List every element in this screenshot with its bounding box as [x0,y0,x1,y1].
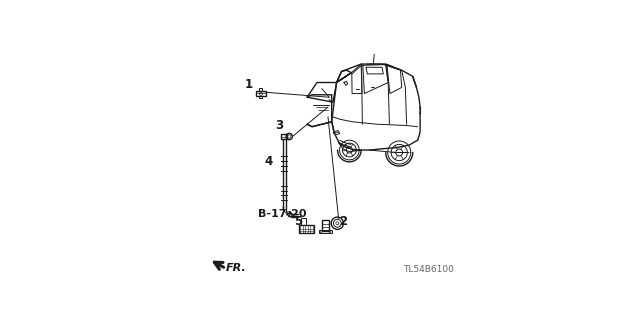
Text: 2: 2 [339,215,347,228]
Text: 4: 4 [264,155,273,167]
Bar [256,91,266,96]
Bar [259,96,262,99]
Text: B-17-20: B-17-20 [258,209,307,219]
Bar [301,218,307,225]
Bar [299,225,314,233]
Polygon shape [419,107,420,113]
Text: TL54B6100: TL54B6100 [403,265,454,274]
Text: 1: 1 [245,78,253,92]
Bar [281,134,287,139]
Text: 3: 3 [276,119,284,132]
Text: 5: 5 [294,215,302,228]
Bar [259,88,262,91]
Bar [322,219,329,231]
Text: FR.: FR. [225,263,246,273]
Bar [319,230,332,233]
